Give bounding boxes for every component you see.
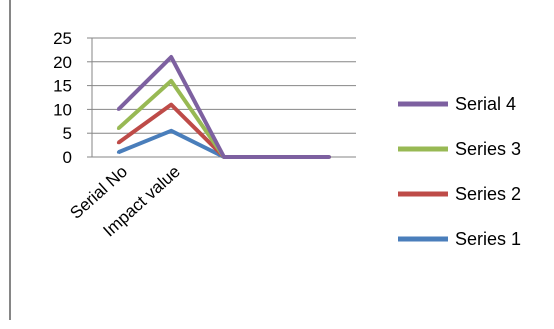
data-point (116, 141, 120, 145)
data-point (222, 155, 226, 159)
y-tick-label: 25 (53, 29, 72, 48)
data-point (169, 103, 173, 107)
data-point (116, 126, 120, 130)
y-tick-label: 15 (53, 77, 72, 96)
data-point (169, 129, 173, 133)
y-tick-label: 10 (53, 100, 72, 119)
data-point (116, 150, 120, 154)
series-line-4 (116, 55, 330, 159)
y-tick-label: 20 (53, 53, 72, 72)
data-point (169, 55, 173, 59)
legend-label: Series 2 (455, 184, 521, 204)
legend-label: Series 1 (455, 229, 521, 249)
legend: Serial 4 Series 3 Series 2 Series 1 (398, 94, 521, 249)
y-tick-label: 5 (63, 124, 72, 143)
data-point (275, 155, 279, 159)
legend-label: Serial 4 (455, 94, 516, 114)
legend-label: Series 3 (455, 139, 521, 159)
y-axis-ticks: 0 5 10 15 20 25 (53, 29, 72, 167)
y-tick-label: 0 (63, 148, 72, 167)
data-point (328, 155, 332, 159)
data-point (116, 107, 120, 111)
series-line-2 (117, 102, 330, 159)
series-lines (116, 55, 332, 159)
data-point (169, 79, 173, 83)
gridlines (87, 37, 356, 158)
